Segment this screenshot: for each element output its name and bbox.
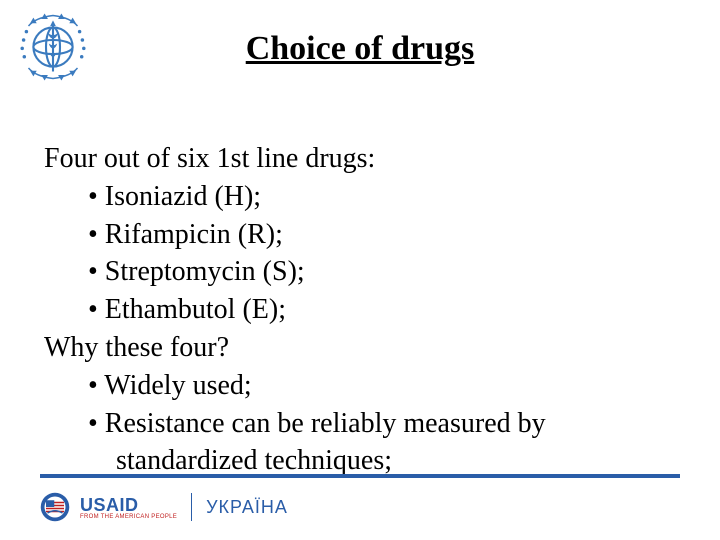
slide-title: Choice of drugs (0, 30, 720, 68)
bullet-item: • Rifampicin (R); (44, 216, 680, 254)
divider-rule (40, 474, 680, 478)
body-heading-2: Why these four? (44, 329, 680, 367)
usaid-seal-icon (40, 492, 70, 522)
bullet-item: • Ethambutol (E); (44, 291, 680, 329)
footer-divider (191, 493, 192, 521)
bullet-item: • Resistance can be reliably measured by… (44, 405, 680, 481)
footer: USAID FROM THE AMERICAN PEOPLE УКРАЇНА (40, 492, 288, 522)
slide-body: Four out of six 1st line drugs: • Isonia… (44, 140, 680, 480)
bullet-item: • Widely used; (44, 367, 680, 405)
slide: Choice of drugs Four out of six 1st line… (0, 0, 720, 540)
usaid-tagline: FROM THE AMERICAN PEOPLE (80, 514, 177, 520)
ukraina-label: УКРАЇНА (206, 497, 288, 518)
usaid-text-block: USAID FROM THE AMERICAN PEOPLE (80, 495, 177, 520)
body-heading-1: Four out of six 1st line drugs: (44, 140, 680, 178)
bullet-item: • Streptomycin (S); (44, 253, 680, 291)
bullet-item: • Isoniazid (H); (44, 178, 680, 216)
usaid-label: USAID (80, 495, 177, 516)
